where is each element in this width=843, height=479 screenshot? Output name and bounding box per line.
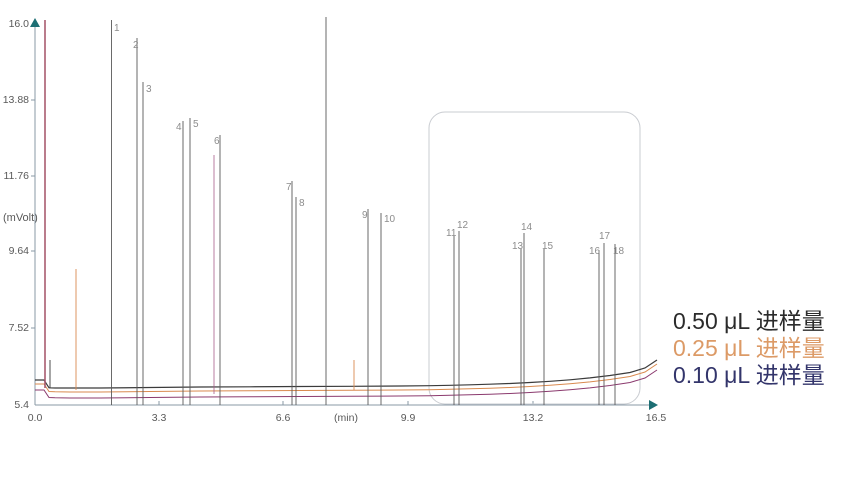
svg-text:0.50 μL 进样量: 0.50 μL 进样量 (673, 308, 825, 334)
svg-text:7.52: 7.52 (9, 322, 30, 334)
svg-text:4: 4 (176, 122, 182, 133)
svg-text:15: 15 (542, 241, 554, 252)
svg-text:6: 6 (214, 136, 220, 147)
svg-text:16.5: 16.5 (646, 412, 667, 424)
svg-text:5: 5 (193, 119, 199, 130)
svg-text:16: 16 (589, 246, 601, 257)
svg-text:9.64: 9.64 (9, 245, 30, 257)
svg-text:(mVolt): (mVolt) (3, 212, 38, 224)
svg-text:17: 17 (599, 231, 611, 242)
svg-text:0.25 μL 进样量: 0.25 μL 进样量 (673, 335, 825, 361)
svg-text:1: 1 (114, 23, 120, 34)
svg-text:13.2: 13.2 (523, 412, 544, 424)
svg-text:(min): (min) (334, 412, 358, 424)
svg-text:3.3: 3.3 (152, 412, 167, 424)
svg-text:9.9: 9.9 (401, 412, 416, 424)
svg-text:9: 9 (362, 210, 368, 221)
svg-text:3: 3 (146, 84, 152, 95)
svg-text:8: 8 (299, 198, 305, 209)
svg-text:14: 14 (521, 222, 533, 233)
svg-text:11.76: 11.76 (4, 170, 30, 182)
svg-text:10: 10 (384, 214, 396, 225)
svg-text:0.10 μL 进样量: 0.10 μL 进样量 (673, 362, 825, 388)
svg-text:12: 12 (457, 220, 469, 231)
svg-text:13.88: 13.88 (3, 94, 29, 106)
svg-text:5.4: 5.4 (14, 399, 29, 411)
svg-text:2: 2 (133, 40, 139, 51)
svg-text:18: 18 (613, 246, 625, 257)
svg-text:16.0: 16.0 (9, 18, 30, 30)
svg-text:13: 13 (512, 241, 524, 252)
svg-text:6.6: 6.6 (276, 412, 291, 424)
svg-text:7: 7 (286, 182, 292, 193)
svg-text:11: 11 (446, 228, 457, 239)
svg-text:0.0: 0.0 (28, 412, 43, 424)
